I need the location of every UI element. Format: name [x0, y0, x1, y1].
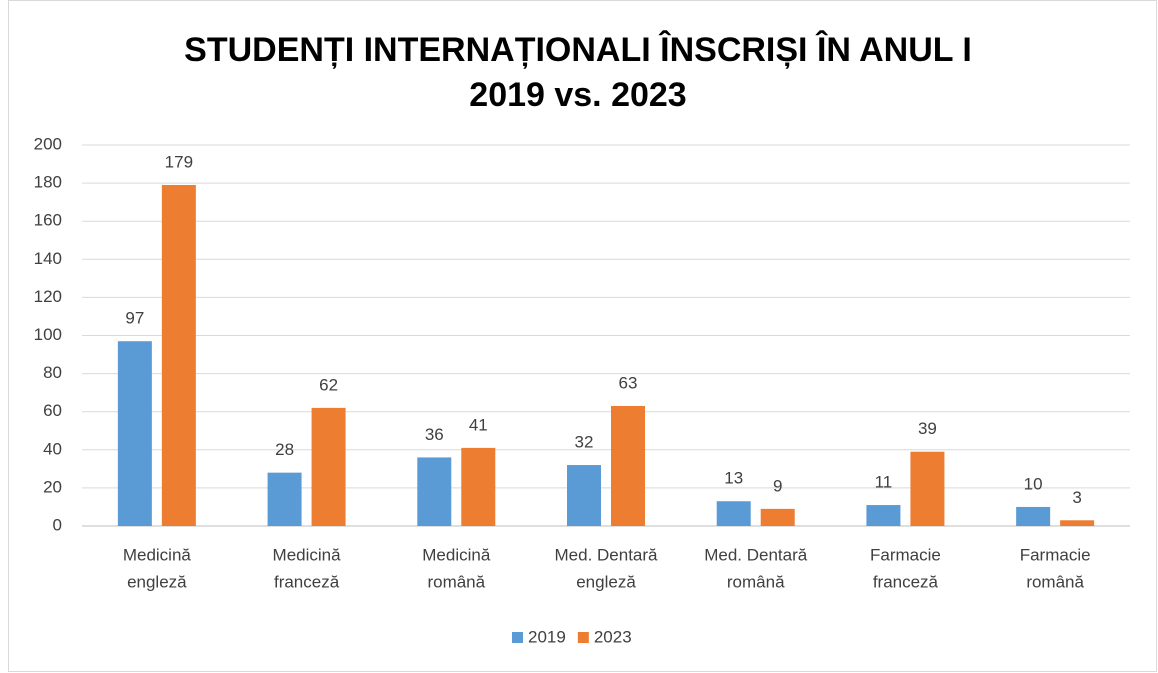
bar [311, 407, 346, 526]
bar [716, 501, 751, 526]
y-tick-label: 100 [34, 325, 62, 344]
x-tick-label: română [1026, 572, 1084, 591]
bar [461, 447, 496, 526]
y-tick-label: 20 [43, 477, 62, 496]
data-label: 63 [619, 373, 638, 392]
x-tick-label: franceză [274, 572, 340, 591]
x-tick-label: engleză [576, 572, 636, 591]
data-label: 28 [275, 440, 294, 459]
bar [161, 185, 196, 526]
data-label: 11 [875, 473, 893, 492]
y-tick-label: 140 [34, 249, 62, 268]
y-tick-label: 80 [43, 363, 62, 382]
legend-label: 2023 [594, 627, 632, 646]
x-tick-label: Med. Dentară [704, 545, 808, 564]
data-label: 97 [125, 309, 144, 328]
y-tick-label: 160 [34, 211, 62, 230]
legend-swatch [577, 632, 589, 643]
bar [567, 465, 601, 526]
bar [910, 451, 945, 526]
y-tick-label: 0 [53, 515, 62, 534]
data-label: 9 [773, 476, 782, 495]
chart-title: STUDENȚI INTERNAȚIONALI ÎNSCRIȘI ÎN ANUL… [184, 31, 972, 69]
x-tick-label: Farmacie [1020, 545, 1091, 564]
x-tick-label: Med. Dentară [555, 545, 659, 564]
data-label: 10 [1024, 474, 1043, 493]
x-tick-label: română [727, 572, 785, 591]
x-tick-label: Medicină [422, 545, 491, 564]
data-label: 41 [469, 415, 488, 434]
chart-title: 2019 vs. 2023 [469, 76, 686, 114]
y-tick-label: 120 [34, 287, 62, 306]
bar [417, 457, 452, 526]
x-tick-label: română [427, 572, 485, 591]
y-tick-label: 60 [43, 401, 62, 420]
data-label: 3 [1072, 488, 1081, 507]
data-label: 13 [724, 469, 743, 488]
data-label: 62 [319, 375, 338, 394]
bar [1060, 520, 1095, 526]
bar [1016, 506, 1051, 526]
x-tick-label: Medicină [273, 545, 342, 564]
x-tick-label: franceză [873, 572, 939, 591]
data-label: 36 [425, 425, 444, 444]
x-tick-label: engleză [127, 572, 187, 591]
legend-swatch [512, 632, 523, 643]
data-label: 32 [575, 433, 594, 452]
x-tick-label: Farmacie [870, 545, 941, 564]
y-tick-label: 200 [34, 134, 62, 153]
x-tick-label: Medicină [123, 545, 192, 564]
bar [267, 472, 302, 526]
bar [117, 341, 152, 526]
bar [611, 405, 645, 526]
data-label: 179 [165, 152, 193, 171]
legend-label: 2019 [528, 627, 566, 646]
data-label: 39 [918, 419, 937, 438]
bar [866, 505, 901, 526]
y-tick-label: 180 [34, 173, 62, 192]
bar [760, 508, 795, 526]
y-tick-label: 40 [43, 439, 62, 458]
